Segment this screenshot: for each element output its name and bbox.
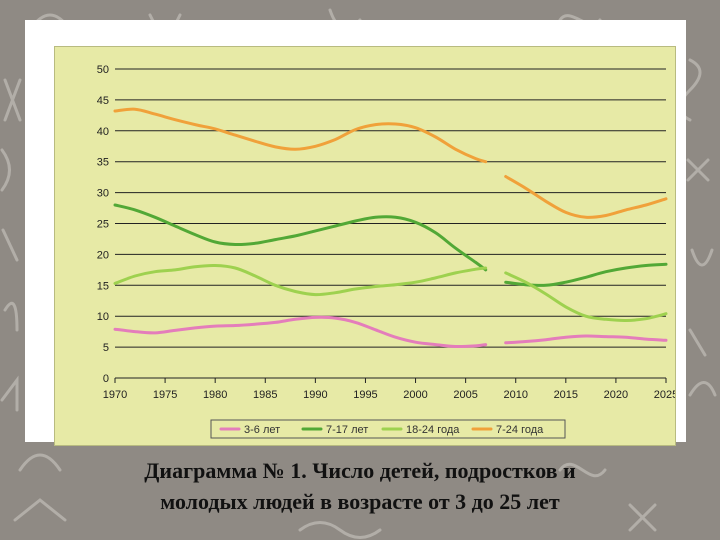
x-tick-label: 1990 xyxy=(303,389,327,401)
x-tick-label: 2020 xyxy=(604,389,628,401)
x-tick-label: 1995 xyxy=(353,389,377,401)
x-tick-label: 1975 xyxy=(153,389,177,401)
x-tick-label: 2015 xyxy=(554,389,578,401)
x-tick-label: 1970 xyxy=(103,389,127,401)
x-tick-label: 1980 xyxy=(203,389,227,401)
series-line-1 xyxy=(113,315,488,349)
y-tick-label: 25 xyxy=(97,219,109,231)
y-tick-label: 20 xyxy=(97,249,109,261)
chart-area: 0 5 10 15 20 25 30 35 40 45 50 1970 1975 1980 1985 1990… xyxy=(54,46,676,446)
series-line-3 xyxy=(113,263,488,297)
x-tick-label: 2005 xyxy=(453,389,477,401)
y-tick-label: 35 xyxy=(97,157,109,169)
y-tick-label: 5 xyxy=(103,342,109,354)
caption-line-1: Диаграмма № 1. Число детей, подростков и xyxy=(144,458,576,483)
chart-caption: Диаграмма № 1. Число детей, подростков и… xyxy=(40,455,680,517)
x-tick-label: 2000 xyxy=(403,389,427,401)
x-tick-label: 2010 xyxy=(503,389,527,401)
series-line-2 xyxy=(504,262,668,287)
y-tick-label: 45 xyxy=(97,95,109,107)
series-line-1 xyxy=(504,334,668,345)
legend-label-2: 7-17 лет xyxy=(326,424,368,436)
y-tick-label: 0 xyxy=(103,373,109,385)
y-tick-label: 10 xyxy=(97,311,109,323)
legend-box xyxy=(210,419,566,439)
y-tick-label: 15 xyxy=(97,280,109,292)
legend-label-4: 7-24 года xyxy=(496,424,544,436)
series-line-2 xyxy=(113,203,488,272)
legend-label-3: 18-24 года xyxy=(406,424,460,436)
slide-panel: 0 5 10 15 20 25 30 35 40 45 50 1970 1975 1980 1985 1990… xyxy=(25,20,686,446)
x-tick-label: 1985 xyxy=(253,389,277,401)
y-tick-label: 40 xyxy=(97,126,109,138)
series-line-4 xyxy=(504,175,668,219)
series-line-4 xyxy=(113,107,488,164)
caption-line-2: молодых людей в возрасте от 3 до 25 лет xyxy=(160,489,560,514)
y-tick-label: 30 xyxy=(97,188,109,200)
y-tick-label: 50 xyxy=(97,64,109,76)
legend-label-1: 3-6 лет xyxy=(244,424,280,436)
series-line-3 xyxy=(504,271,668,323)
